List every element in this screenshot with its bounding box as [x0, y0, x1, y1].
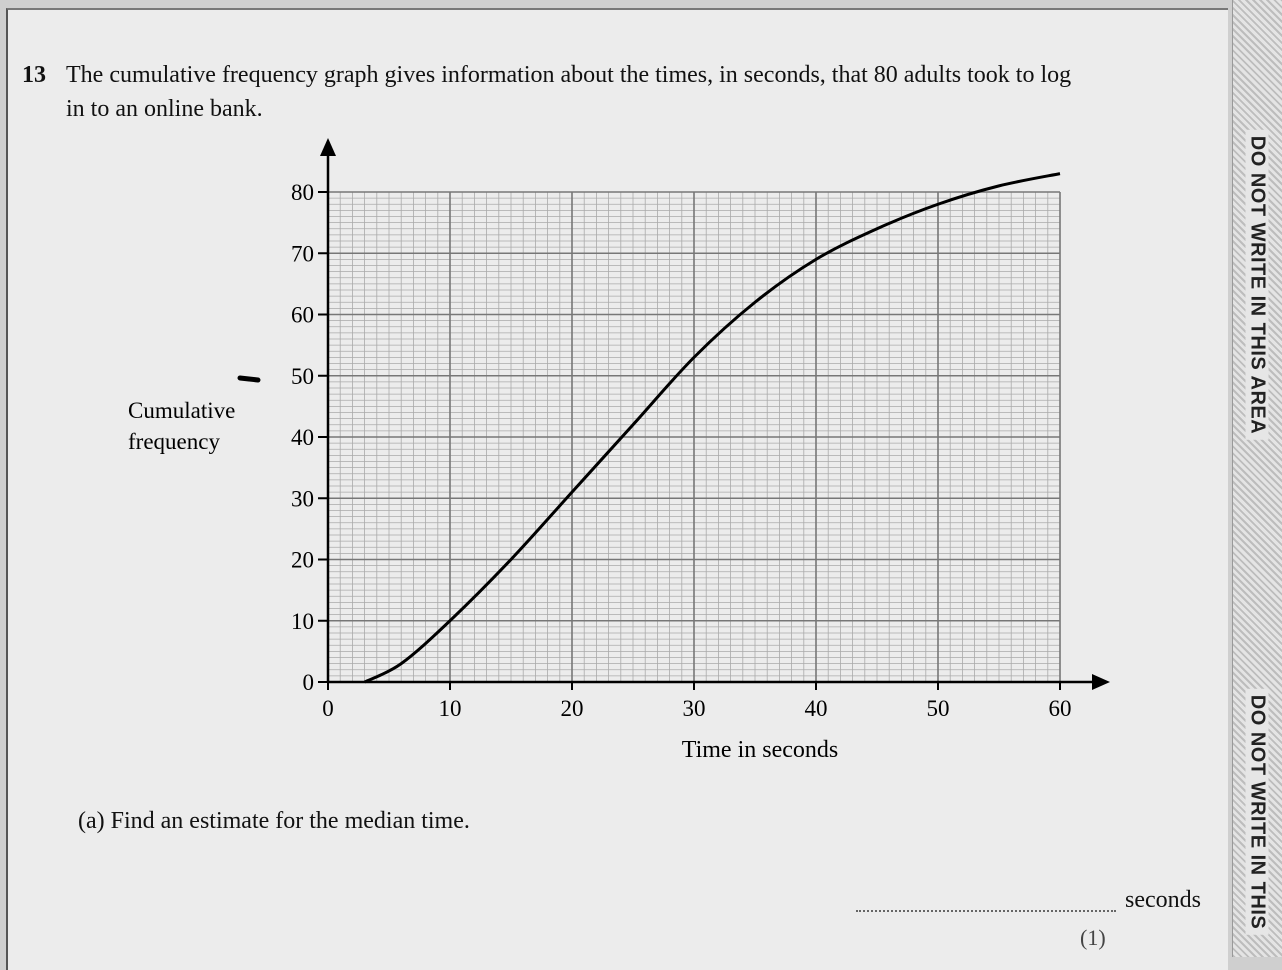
- x-tick-label: 40: [805, 696, 828, 721]
- y-tick-label: 60: [291, 303, 314, 328]
- axes: [320, 138, 1110, 690]
- cumulative-frequency-curve: [363, 172, 1061, 684]
- y-tick-label: 70: [291, 241, 314, 266]
- question-text: The cumulative frequency graph gives inf…: [66, 62, 1072, 122]
- x-tick-label: 0: [322, 696, 334, 721]
- x-tick-label: 60: [1049, 696, 1072, 721]
- y-axis-label-line1: Cumulative: [128, 398, 235, 423]
- y-tick-label: 10: [291, 609, 314, 634]
- answer-line[interactable]: [856, 910, 1116, 912]
- y-tick-label: 80: [291, 180, 314, 205]
- question-number: 13: [22, 62, 46, 88]
- y-axis-arrow: [320, 138, 336, 156]
- x-axis-label: Time in seconds: [682, 737, 838, 763]
- part-a-label: (a): [78, 808, 105, 834]
- x-tick-label: 10: [439, 696, 462, 721]
- y-tick-label: 0: [303, 670, 315, 695]
- question: 13 The cumulative frequency graph gives …: [22, 58, 1072, 126]
- exam-page: [6, 8, 1228, 970]
- x-axis-arrow: [1092, 674, 1110, 690]
- x-tick-label: 50: [927, 696, 950, 721]
- y-axis-label-line2: frequency: [128, 429, 220, 454]
- pen-mark: [237, 375, 261, 383]
- y-tick-label: 50: [291, 364, 314, 389]
- part-a-question: (a) Find an estimate for the median time…: [78, 808, 470, 835]
- y-tick-label: 20: [291, 548, 314, 573]
- y-tick-label: 30: [291, 486, 314, 511]
- x-tick-label: 20: [561, 696, 584, 721]
- tick-labels: 0 10 20 30 40 50 60 70 80 0 10 20 30 40 50 60: [291, 180, 1072, 721]
- x-tick-label: 30: [683, 696, 706, 721]
- part-a-text: Find an estimate for the median time.: [110, 808, 470, 834]
- marks-label: (1): [1080, 925, 1106, 950]
- answer-unit: seconds: [1125, 887, 1201, 913]
- y-tick-label: 40: [291, 425, 314, 450]
